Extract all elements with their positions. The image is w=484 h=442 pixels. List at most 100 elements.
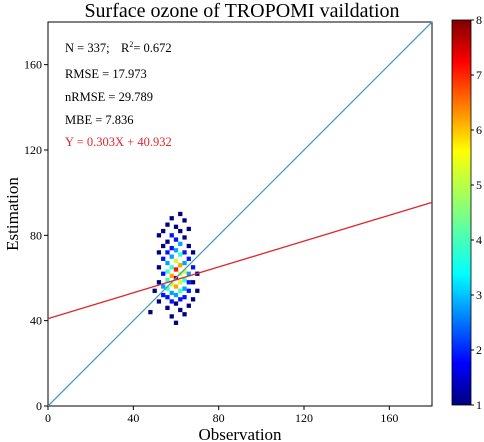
density-point (173, 224, 179, 229)
y-axis-label: Estimation (3, 177, 22, 251)
stat-r2-prefix: R (121, 41, 130, 55)
density-point (173, 320, 179, 325)
stat-r2: R2= 0.672 (121, 40, 172, 55)
density-point (178, 307, 183, 313)
density-point (152, 288, 157, 293)
stat-rmse: RMSE = 17.973 (65, 67, 147, 81)
density-point (182, 312, 187, 317)
density-point (165, 250, 170, 255)
colorbar-ticks: 1 2 3 4 5 6 7 8 (471, 13, 482, 412)
density-point (169, 290, 174, 296)
y-axis-ticks: 0 40 80 120 160 (24, 58, 48, 413)
density-point (178, 211, 183, 217)
density-point (178, 288, 183, 293)
density-point (169, 246, 174, 251)
x-tick-label: 0 (45, 411, 51, 425)
density-point (173, 248, 179, 253)
density-point (169, 282, 174, 287)
density-point (178, 252, 183, 257)
density-point (182, 295, 187, 300)
density-point (169, 265, 174, 270)
density-point (173, 284, 179, 289)
colorbar-tick-label: 3 (476, 288, 482, 302)
density-point (173, 292, 179, 298)
density-point (182, 269, 187, 274)
density-point (190, 250, 196, 255)
density-point (178, 228, 183, 234)
density-point (173, 267, 179, 272)
colorbar-tick-label: 8 (476, 13, 482, 27)
y-tick-label: 80 (30, 228, 42, 242)
density-point (186, 280, 191, 285)
colorbar-tick-label: 4 (476, 233, 482, 247)
fit-equation: Y = 0.303X + 40.932 (65, 135, 172, 149)
density-point (186, 303, 191, 308)
density-point (169, 254, 174, 259)
density-point (186, 226, 191, 232)
density-point (165, 260, 170, 266)
x-axis-ticks: 0 40 80 120 160 (45, 406, 398, 425)
density-point (161, 284, 166, 289)
density-point (169, 299, 174, 304)
density-point (156, 280, 162, 285)
density-point (165, 239, 170, 244)
density-point (186, 288, 191, 293)
density-point (182, 260, 187, 266)
density-point (156, 265, 162, 270)
density-point (178, 263, 183, 268)
density-point (190, 265, 196, 270)
y-tick-label: 40 (30, 314, 42, 328)
stat-n: N = 337; (65, 41, 110, 55)
density-point (161, 271, 166, 276)
density-point (165, 269, 170, 274)
y-tick-label: 120 (24, 143, 42, 157)
density-point (165, 222, 170, 227)
density-point (169, 216, 174, 221)
y-tick-label: 0 (36, 399, 42, 413)
colorbar-tick-label: 2 (476, 343, 482, 357)
density-point (182, 235, 187, 240)
one-to-one-line (47, 21, 433, 407)
density-point (182, 218, 187, 223)
density-point (190, 280, 196, 285)
colorbar-tick-label: 5 (476, 178, 482, 192)
x-axis-label: Observation (198, 425, 282, 442)
colorbar-tick-label: 7 (476, 68, 482, 82)
density-point (161, 256, 166, 261)
colorbar: 1 2 3 4 5 6 7 8 (451, 13, 482, 412)
x-tick-label: 40 (127, 411, 139, 425)
x-tick-label: 80 (213, 411, 225, 425)
density-point (173, 237, 179, 242)
density-point (178, 241, 183, 246)
density-point (178, 297, 183, 302)
density-point (156, 250, 162, 255)
stat-r2-value: = 0.672 (133, 41, 171, 55)
density-point (186, 256, 191, 261)
stat-mbe: MBE = 7.836 (65, 113, 134, 127)
y-tick-label: 160 (24, 58, 42, 72)
density-point (182, 250, 187, 255)
colorbar-tick-label: 1 (476, 398, 482, 412)
density-point (173, 301, 179, 306)
density-point (186, 243, 191, 249)
density-point (165, 305, 170, 310)
plot-area: 0 40 80 120 160 0 40 80 120 160 (24, 21, 433, 425)
density-point (156, 233, 162, 238)
x-tick-label: 160 (380, 411, 398, 425)
density-point (182, 278, 187, 283)
stats-box: N = 337; R2= 0.672 RMSE = 17.973 nRMSE =… (65, 40, 172, 149)
fit-line (47, 201, 433, 320)
density-point (148, 310, 153, 315)
density-point (165, 278, 170, 283)
density-point (178, 280, 183, 285)
x-tick-label: 120 (295, 411, 313, 425)
density-point (182, 286, 187, 291)
stat-nrmse: nRMSE = 29.789 (65, 90, 153, 104)
density-point (195, 288, 200, 293)
density-point (161, 292, 166, 298)
density-point (161, 228, 166, 234)
density-point (161, 243, 166, 249)
colorbar-tick-label: 6 (476, 123, 482, 137)
density-point (165, 286, 170, 291)
